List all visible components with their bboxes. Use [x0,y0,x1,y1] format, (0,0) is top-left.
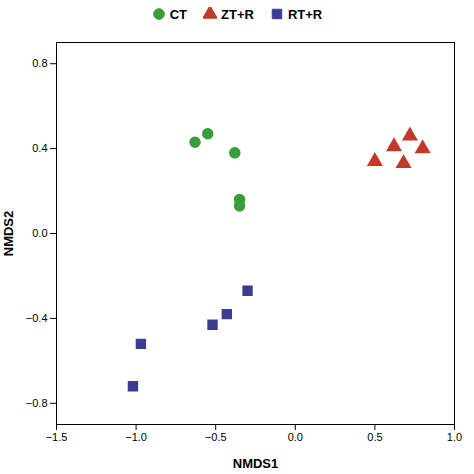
svg-text:NMDS1: NMDS1 [233,456,279,471]
svg-text:0.8: 0.8 [32,57,47,69]
svg-text:−0.8: −0.8 [26,397,48,409]
html-text:CT: CT [169,6,188,22]
svg-text:−1.0: −1.0 [125,431,147,443]
svg-text:0.0: 0.0 [32,227,47,239]
svg-text:−0.5: −0.5 [205,431,227,443]
svg-text:0.0: 0.0 [288,431,303,443]
html-text:ZT+R: ZT+R [221,6,254,22]
svg-text:−1.5: −1.5 [46,431,68,443]
svg-text:0.5: 0.5 [367,431,382,443]
html-text:RT+R: RT+R [288,6,323,22]
svg-text:1.0: 1.0 [447,431,462,443]
svg-text:0.4: 0.4 [32,142,47,154]
svg-text:−0.4: −0.4 [26,312,48,324]
svg-text:NMDS2: NMDS2 [1,211,16,257]
